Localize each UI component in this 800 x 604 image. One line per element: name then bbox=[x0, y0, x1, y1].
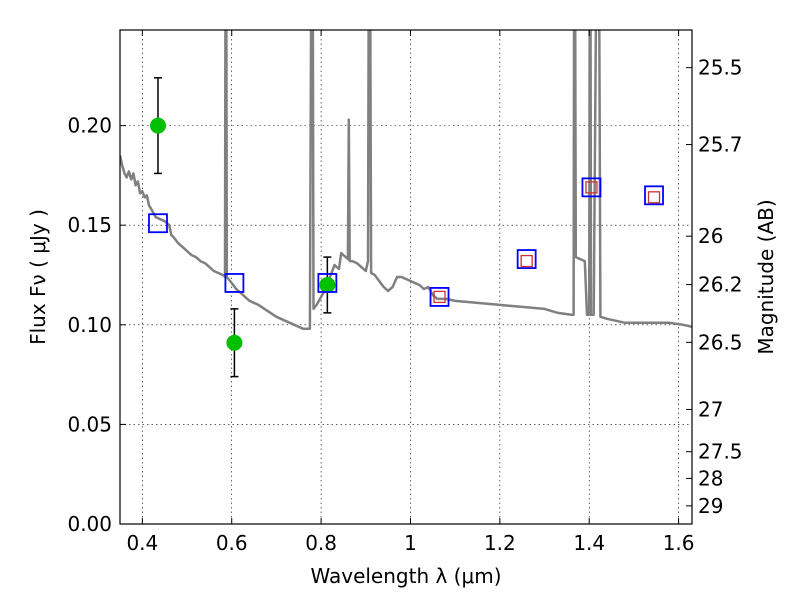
observed-flux-point bbox=[149, 117, 166, 134]
x-tick-label: 0.8 bbox=[305, 531, 337, 555]
y-tick-label: 0.15 bbox=[67, 213, 112, 237]
y2-tick-label: 26.2 bbox=[698, 273, 743, 297]
x-tick-label: 1.2 bbox=[484, 531, 516, 555]
y2-tick-label: 25.7 bbox=[698, 133, 743, 157]
y2-tick-label: 26.5 bbox=[698, 330, 743, 354]
synthetic-flux-marker bbox=[520, 254, 533, 268]
x-tick-label: 1 bbox=[404, 531, 417, 555]
grid-lines bbox=[120, 30, 692, 525]
y-tick-label: 0.00 bbox=[67, 512, 112, 536]
y-tick-label: 0.20 bbox=[67, 114, 112, 138]
y2-axis-label: Magnitude (AB) bbox=[754, 199, 778, 354]
model-flux-marker bbox=[317, 273, 338, 293]
y-tick-label: 0.10 bbox=[67, 313, 112, 337]
observed-flux-point bbox=[319, 276, 336, 293]
model-flux-marker bbox=[516, 249, 537, 269]
model-flux-marker bbox=[581, 177, 602, 198]
x-tick-label: 0.4 bbox=[126, 531, 158, 555]
y-axis-label: Flux Fν ( μJy ) bbox=[26, 209, 50, 345]
y2-tick-label: 29 bbox=[698, 494, 723, 518]
y2-tick-label: 27 bbox=[698, 397, 723, 421]
y2-tick-label: 27.5 bbox=[698, 440, 743, 464]
observed-flux-point bbox=[226, 334, 243, 351]
axis-layer: 0.4 0.6 0.8 1 1.2 1.4 1.6 0.00 0.05 0.10 0.15 0.20 2… bbox=[67, 30, 743, 555]
model-flux-marker bbox=[429, 287, 450, 307]
x-tick-label: 0.6 bbox=[216, 531, 248, 555]
y2-tick-label: 26 bbox=[698, 224, 723, 248]
sed-model-line bbox=[120, 30, 692, 331]
x-tick-label: 1.4 bbox=[573, 531, 605, 555]
synthetic-flux-marker bbox=[647, 191, 661, 204]
synthetic-flux-marker bbox=[433, 290, 446, 304]
x-axis-label: Wavelength λ (μm) bbox=[310, 564, 501, 588]
y2-tick-label: 28 bbox=[698, 466, 723, 490]
y2-tick-label: 25.5 bbox=[698, 56, 743, 80]
model-flux-marker bbox=[148, 213, 168, 234]
data-layer bbox=[120, 30, 692, 378]
x-tick-label: 1.6 bbox=[663, 531, 695, 555]
model-flux-marker bbox=[644, 185, 664, 206]
model-flux-marker bbox=[224, 273, 245, 293]
synthetic-flux-marker bbox=[585, 181, 598, 194]
plot-frame bbox=[119, 29, 693, 525]
y-tick-label: 0.05 bbox=[67, 412, 112, 436]
